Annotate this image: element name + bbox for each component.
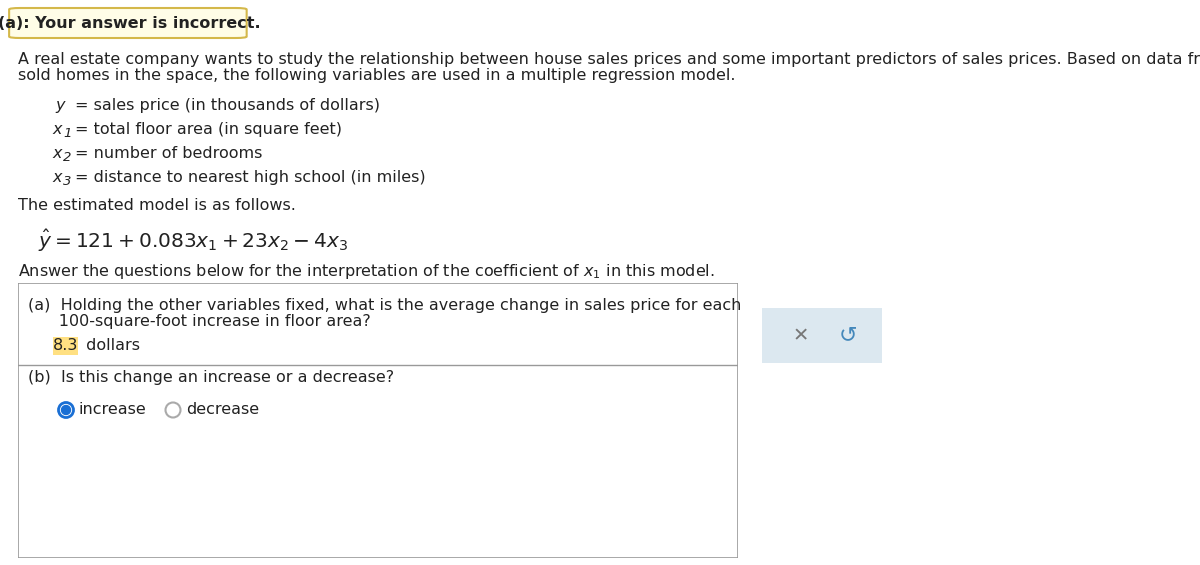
Text: dollars: dollars	[82, 338, 140, 354]
Text: sold homes in the space, the following variables are used in a multiple regressi: sold homes in the space, the following v…	[18, 68, 736, 83]
Text: 1: 1	[64, 127, 71, 140]
Text: y: y	[55, 98, 65, 113]
FancyBboxPatch shape	[53, 337, 78, 355]
FancyBboxPatch shape	[760, 305, 886, 366]
Text: decrease: decrease	[186, 402, 259, 418]
Text: The estimated model is as follows.: The estimated model is as follows.	[18, 198, 296, 213]
Text: 3: 3	[64, 175, 71, 188]
Text: ↺: ↺	[839, 325, 858, 346]
Text: x: x	[52, 146, 61, 161]
Circle shape	[61, 406, 71, 415]
Text: = distance to nearest high school (in miles): = distance to nearest high school (in mi…	[74, 170, 426, 185]
FancyBboxPatch shape	[10, 8, 247, 38]
Text: Answer the questions below for the interpretation of the coefficient of $x_1$ in: Answer the questions below for the inter…	[18, 262, 715, 281]
Text: 2: 2	[64, 151, 71, 164]
Text: $\hat{y}=121+0.083x_1+23x_2-4x_3$: $\hat{y}=121+0.083x_1+23x_2-4x_3$	[38, 228, 348, 254]
Text: = sales price (in thousands of dollars): = sales price (in thousands of dollars)	[74, 98, 380, 113]
Text: x: x	[52, 122, 61, 137]
Text: increase: increase	[79, 402, 146, 418]
Text: (a): Your answer is incorrect.: (a): Your answer is incorrect.	[0, 15, 260, 31]
Text: 8.3: 8.3	[53, 338, 78, 354]
FancyBboxPatch shape	[18, 283, 738, 558]
Text: A real estate company wants to study the relationship between house sales prices: A real estate company wants to study the…	[18, 52, 1200, 67]
Text: (b)  Is this change an increase or a decrease?: (b) Is this change an increase or a decr…	[28, 370, 394, 385]
Text: x: x	[52, 170, 61, 185]
Text: = total floor area (in square feet): = total floor area (in square feet)	[74, 122, 342, 137]
Text: ✕: ✕	[792, 326, 809, 345]
Text: 100-square-foot increase in floor area?: 100-square-foot increase in floor area?	[28, 314, 371, 329]
Text: = number of bedrooms: = number of bedrooms	[74, 146, 263, 161]
Text: (a)  Holding the other variables fixed, what is the average change in sales pric: (a) Holding the other variables fixed, w…	[28, 298, 742, 313]
